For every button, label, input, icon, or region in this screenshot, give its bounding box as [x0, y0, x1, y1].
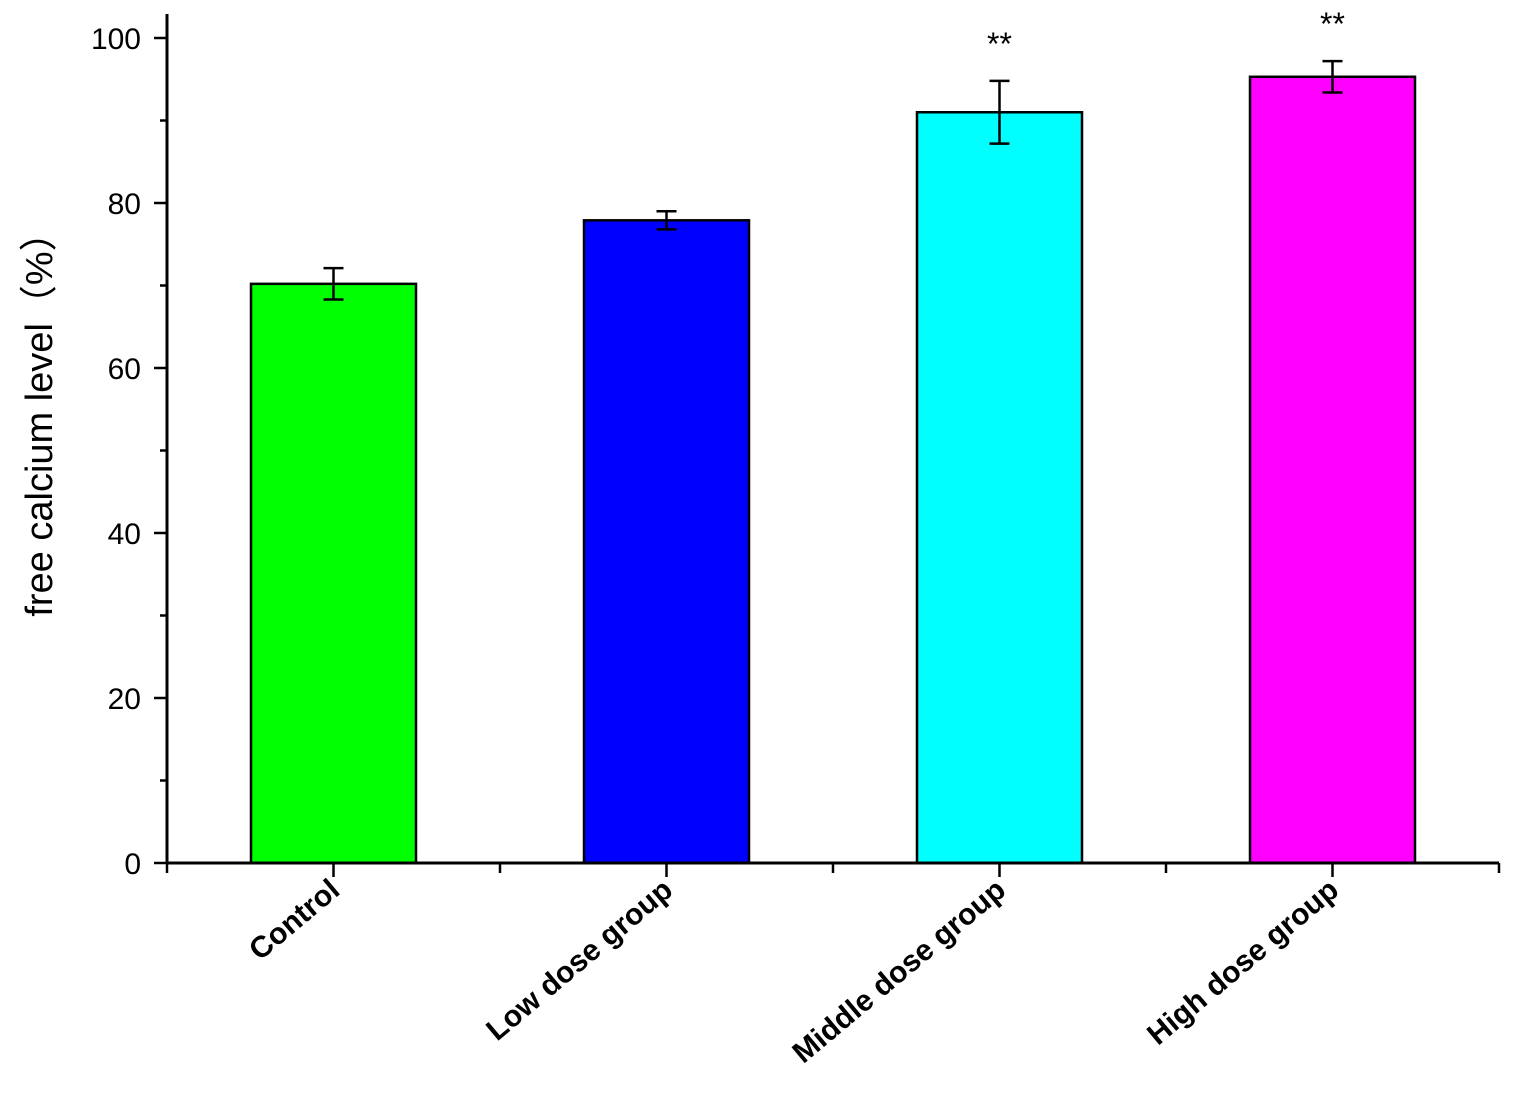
y-tick-label: 0	[124, 848, 141, 881]
y-tick-label: 80	[108, 188, 141, 221]
y-tick-label: 20	[108, 683, 141, 716]
bar	[582, 219, 751, 865]
bar	[249, 282, 418, 865]
x-tick-label: Middle dose group	[787, 873, 1012, 1070]
y-axis-label: free calcium level（%）	[19, 213, 61, 616]
y-tick-label: 100	[91, 23, 141, 56]
x-tick-label: High dose group	[1141, 873, 1345, 1051]
bar	[915, 111, 1084, 865]
bar	[1248, 75, 1417, 865]
x-tick-label: Low dose group	[480, 873, 679, 1047]
significance-annotation: **	[987, 26, 1012, 62]
y-tick-label: 40	[108, 518, 141, 551]
significance-annotation: **	[1320, 6, 1345, 42]
y-tick-label: 60	[108, 353, 141, 386]
x-tick-label: Control	[243, 873, 346, 967]
bars-layer: ** **	[249, 6, 1417, 865]
